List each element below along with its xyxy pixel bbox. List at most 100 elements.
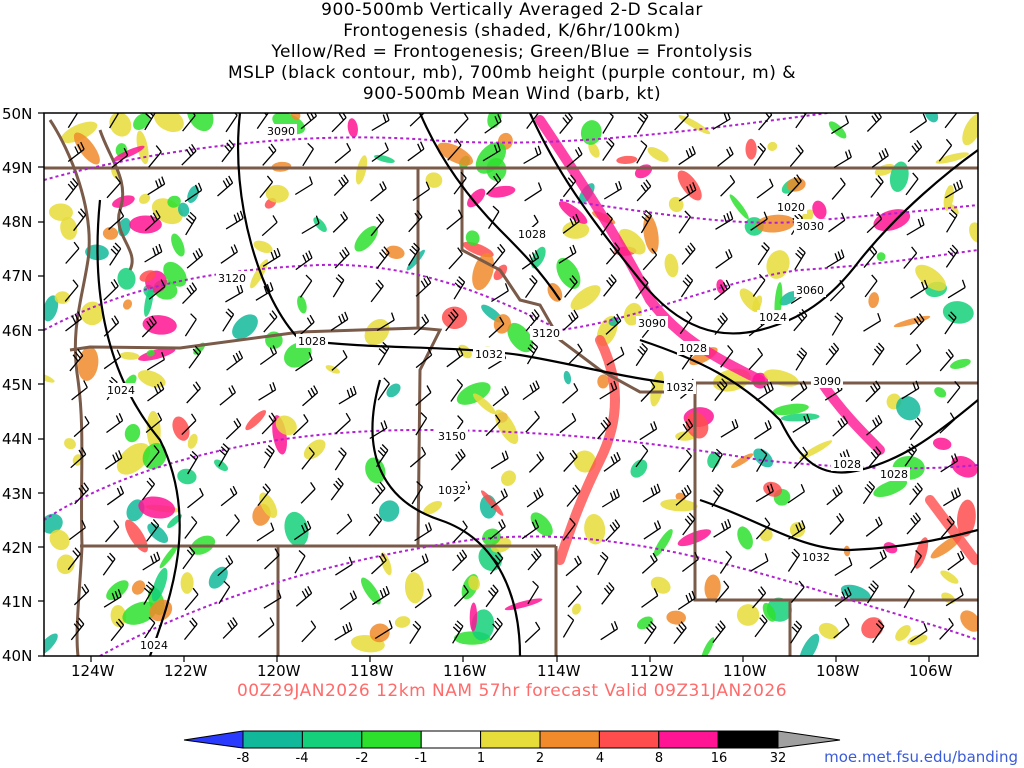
wind-barb [333,174,349,197]
wind-barb [109,242,122,266]
shading-cell [116,442,151,475]
map-title: 900-500mb Vertically Averaged 2-D Scalar… [0,0,1024,105]
shading-cell [290,113,301,121]
shading-band [535,115,765,385]
wind-barb [559,113,573,135]
wind-barb [182,113,196,132]
wind-barb [222,308,235,332]
colorbar-label: 8 [655,751,663,766]
lat-label: 46N [2,322,32,340]
wind-barb [491,243,506,267]
wind-barb [720,174,736,197]
lat-label: 49N [2,159,32,177]
wind-barb [793,308,808,332]
shading-cell [180,572,194,594]
shading-cell [144,286,154,317]
wind-barb [103,315,120,337]
shading-cell [208,566,228,589]
wind-barb [70,447,87,469]
shading-cell [138,347,176,361]
shading-cell [895,625,911,641]
wind-barb [409,446,427,468]
wind-barb [828,212,846,233]
wind-barb [562,382,579,404]
wind-barb [825,342,840,366]
shading-cell [618,228,646,255]
wind-barb [370,279,384,303]
wind-barb [105,520,120,543]
wind-barb [863,312,882,332]
wind-barb [910,622,928,643]
wind-barb [794,246,806,271]
wind-barb [909,113,927,134]
colorbar-label: 16 [711,751,728,766]
wind-barb [528,451,545,473]
wind-barb [69,520,86,541]
wind-barb [446,347,464,368]
wind-barb [148,279,166,300]
wind-barb [73,208,87,232]
shading-cell [563,370,572,385]
wind-barb [642,248,658,271]
wind-barb [182,546,196,570]
wind-barb [674,113,689,131]
wind-barb [639,421,658,441]
wind-barb [370,213,385,237]
wind-barb [753,142,767,166]
wind-barb [142,551,161,571]
lat-label: 41N [2,593,32,611]
shading-cell [630,459,648,478]
wind-barb [526,113,540,129]
wind-barb [414,588,432,609]
shading-cell [465,230,480,246]
wind-barb [64,177,79,201]
wind-barb [262,143,277,166]
colorbar-label: -1 [415,751,428,766]
wind-barb [330,311,349,331]
source-credit[interactable]: moe.met.fsu.edu/banding [824,748,1018,766]
wind-barb [485,584,499,608]
shading-cell [956,499,976,537]
wind-barb [642,483,661,503]
wind-barb [145,412,163,434]
colorbar-high-arrow [777,730,841,749]
wind-barb [566,146,583,168]
wind-barb [788,520,806,540]
shading-cell [139,270,156,282]
wind-barb [300,482,316,504]
wind-barb [299,274,313,298]
frontogenesis-shading [44,113,978,656]
shading-cell [597,374,609,389]
shading-cell [868,292,879,309]
wind-barb [111,147,129,169]
shading-cell [110,605,127,627]
latitude-labels: 50N 49N 48N 47N 46N 45N 44N 43N 42N 41N … [2,105,32,665]
wind-barb [141,477,156,501]
height-label: 3120 [216,271,248,285]
wind-barb [485,414,501,437]
wind-barb [527,580,539,605]
wind-barb [259,345,278,366]
shading-cell [284,511,309,547]
wind-barb [719,550,733,574]
mslp-label: 1020 [775,200,807,214]
wind-barb [715,580,730,603]
wind-barb [756,381,774,401]
wind-barb [644,621,657,645]
wind-barb [414,522,433,542]
shading-cell [137,370,166,388]
wind-barb [720,419,739,438]
wind-barb [871,148,889,168]
wind-barb [939,412,956,434]
wind-barb [409,113,425,127]
contour-labels: 1028 1032 1024 1020 1028 1032 1028 1032 … [105,124,910,652]
mslp-label: 1028 [516,227,548,241]
shading-cell [146,349,155,357]
shading-cell [167,195,181,208]
height-label: 3120 [530,326,562,340]
title-line-1: 900-500mb Vertically Averaged 2-D Scalar [321,0,703,20]
wind-barb [909,417,924,441]
shading-cell [932,437,952,450]
shading-cell [441,306,468,330]
wind-barb [562,309,579,331]
